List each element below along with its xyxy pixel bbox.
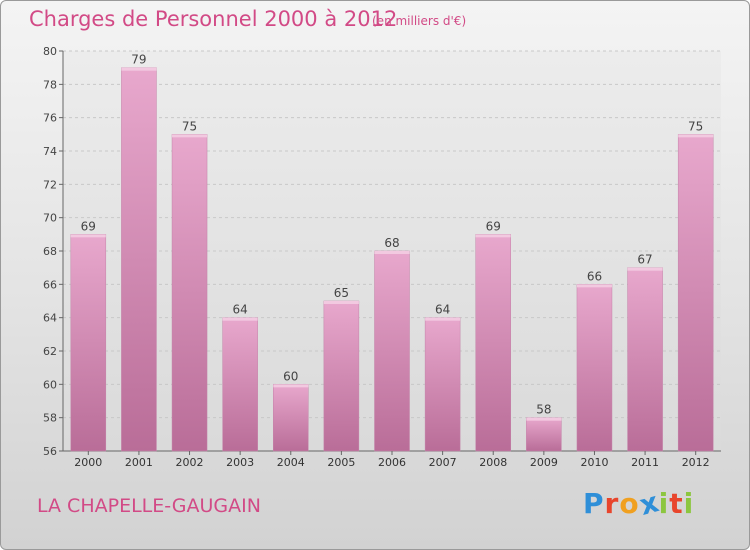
bar-highlight: [425, 317, 461, 321]
x-tick-label: 2003: [226, 456, 254, 469]
logo-letter: P: [583, 487, 605, 520]
data-label: 65: [334, 286, 349, 300]
bar: [273, 384, 309, 452]
y-tick-label: 78: [43, 78, 57, 91]
x-tick-label: 2001: [125, 456, 153, 469]
bar: [526, 417, 562, 452]
bar-highlight: [70, 234, 106, 238]
data-label: 67: [637, 253, 652, 267]
x-tick-label: 2000: [74, 456, 102, 469]
x-tick-label: 2008: [479, 456, 507, 469]
x-tick-label: 2007: [429, 456, 457, 469]
x-tick-label: 2009: [530, 456, 558, 469]
logo-letter: i: [658, 487, 670, 520]
x-tick-label: 2006: [378, 456, 406, 469]
y-tick-label: 74: [43, 145, 57, 158]
bar: [121, 67, 157, 452]
bar-highlight: [222, 317, 258, 321]
y-tick-label: 60: [43, 378, 57, 391]
bar-highlight: [678, 134, 714, 138]
y-tick-label: 80: [43, 45, 57, 58]
data-label: 64: [233, 303, 248, 317]
chart-title: Charges de Personnel 2000 à 2012: [29, 7, 398, 31]
bar-highlight: [627, 267, 663, 271]
bar-highlight: [526, 417, 562, 421]
data-label: 58: [536, 403, 551, 417]
y-tick-label: 64: [43, 312, 57, 325]
x-tick-label: 2005: [327, 456, 355, 469]
x-tick-label: 2011: [631, 456, 659, 469]
y-tick-label: 66: [43, 278, 57, 291]
y-tick-label: 76: [43, 112, 57, 125]
x-tick-label: 2002: [176, 456, 204, 469]
logo-letter: t: [669, 487, 684, 520]
proxiti-logo: Proxiti: [583, 485, 695, 522]
bar-highlight: [475, 234, 511, 238]
data-label: 68: [384, 236, 399, 250]
bar: [171, 134, 208, 452]
y-tick-label: 68: [43, 245, 57, 258]
data-label: 79: [131, 53, 146, 67]
bar-highlight: [121, 67, 157, 71]
chart-subtitle: (en milliers d'€): [372, 14, 467, 28]
x-tick-label: 2004: [277, 456, 305, 469]
y-tick-label: 72: [43, 178, 57, 191]
bar-highlight: [374, 251, 410, 254]
bar: [374, 250, 410, 452]
bar: [70, 234, 107, 452]
bar-highlight: [273, 384, 309, 388]
y-tick-label: 58: [43, 412, 57, 425]
bar: [677, 134, 714, 452]
data-label: 69: [486, 219, 501, 233]
bar-highlight: [172, 134, 208, 138]
bar: [424, 317, 461, 452]
bar: [576, 284, 613, 452]
data-label: 66: [587, 269, 602, 283]
data-label: 69: [81, 219, 96, 233]
data-label: 64: [435, 303, 450, 317]
bar-highlight: [323, 301, 359, 304]
bar: [627, 267, 663, 452]
y-tick-label: 62: [43, 345, 57, 358]
bar: [323, 300, 360, 452]
data-label: 75: [688, 119, 703, 133]
bar-highlight: [576, 284, 612, 288]
logo-letter: i: [683, 487, 695, 520]
logo-letter: o: [619, 487, 640, 520]
logo-letter: r: [604, 487, 620, 520]
data-label: 60: [283, 369, 298, 383]
y-tick-label: 56: [43, 445, 57, 458]
bar: [475, 234, 511, 452]
x-tick-label: 2010: [580, 456, 608, 469]
data-label: 75: [182, 119, 197, 133]
x-tick-label: 2012: [682, 456, 710, 469]
y-tick-label: 70: [43, 212, 57, 225]
town-name: LA CHAPELLE-GAUGAIN: [37, 495, 261, 517]
bar: [222, 317, 258, 452]
